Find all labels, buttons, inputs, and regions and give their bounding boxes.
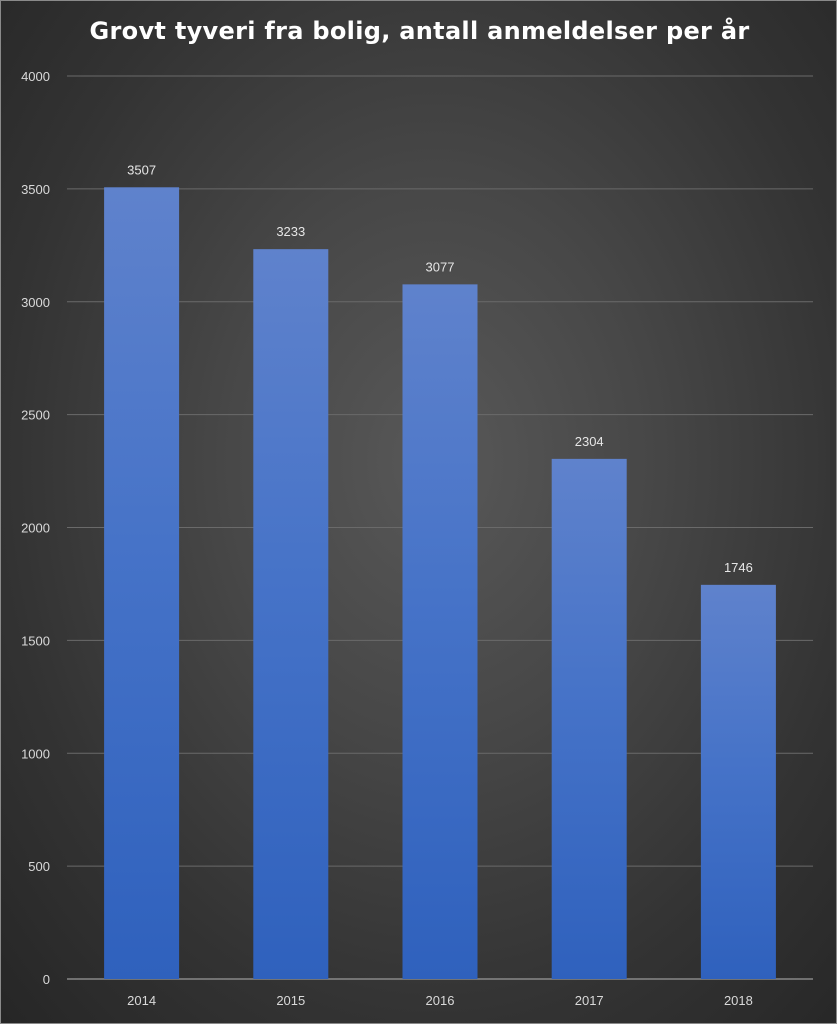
y-tick-label-3000: 3000	[21, 295, 50, 310]
y-tick-label-0: 0	[43, 972, 50, 987]
data-label-2018: 1746	[724, 560, 753, 575]
y-tick-label-1500: 1500	[21, 633, 50, 648]
bar-2016	[402, 284, 478, 979]
x-tick-label-2014: 2014	[127, 993, 156, 1008]
bar-2014	[104, 187, 180, 980]
labels: 0 500 1000 1500 2000 2500 3000 3500 4000 3507 2014…	[21, 69, 753, 1008]
y-tick-label-2500: 2500	[21, 408, 50, 423]
data-label-2017: 2304	[575, 434, 604, 449]
data-label-2015: 3233	[276, 224, 305, 239]
bar-2015	[253, 249, 329, 979]
y-tick-label-2000: 2000	[21, 521, 50, 536]
bars	[104, 187, 776, 980]
y-tick-label-3500: 3500	[21, 182, 50, 197]
x-tick-label-2015: 2015	[276, 993, 305, 1008]
data-label-2016: 3077	[426, 259, 455, 274]
bar-2018	[700, 584, 776, 979]
x-tick-label-2018: 2018	[724, 993, 753, 1008]
y-tick-label-4000: 4000	[21, 69, 50, 84]
y-tick-label-1000: 1000	[21, 746, 50, 761]
bar-2017	[551, 458, 627, 979]
y-tick-label-500: 500	[28, 859, 50, 874]
x-tick-label-2017: 2017	[575, 993, 604, 1008]
chart-title: Grovt tyveri fra bolig, antall anmeldels…	[89, 17, 750, 45]
x-tick-label-2016: 2016	[426, 993, 455, 1008]
data-label-2014: 3507	[127, 162, 156, 177]
